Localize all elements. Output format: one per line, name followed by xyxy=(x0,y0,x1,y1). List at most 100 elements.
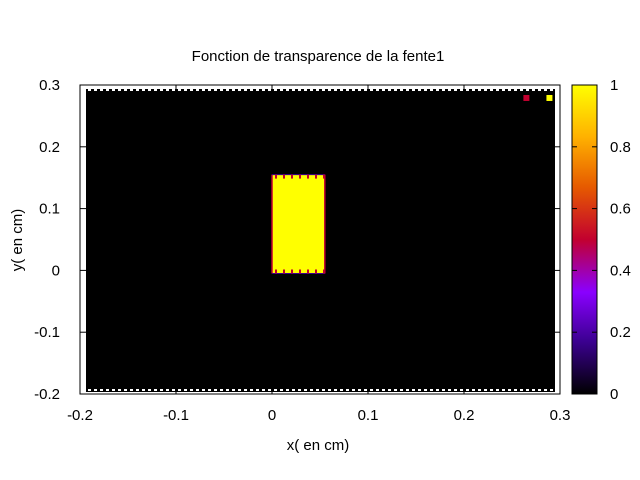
edge-speckle xyxy=(274,89,277,91)
slit-edge-speckle xyxy=(307,269,309,274)
edge-speckle xyxy=(550,89,553,91)
y-axis: -0.2 -0.1 0 0.1 0.2 0.3 xyxy=(34,77,560,403)
edge-speckle xyxy=(124,89,127,91)
edge-speckle xyxy=(454,89,457,91)
y-tick-label: -0.1 xyxy=(34,324,60,341)
edge-speckle xyxy=(112,389,115,391)
edge-speckle xyxy=(142,89,145,91)
edge-speckle xyxy=(298,89,301,91)
edge-speckle xyxy=(310,89,313,91)
edge-speckle xyxy=(154,389,157,391)
slit-edge-speckle xyxy=(323,174,325,179)
edge-speckle xyxy=(220,89,223,91)
edge-speckle xyxy=(358,89,361,91)
edge-speckle xyxy=(376,389,379,391)
edge-speckle xyxy=(286,389,289,391)
edge-speckle xyxy=(382,89,385,91)
edge-speckle xyxy=(118,89,121,91)
edge-speckle xyxy=(148,89,151,91)
edge-speckle xyxy=(214,89,217,91)
edge-speckle xyxy=(304,89,307,91)
edge-speckle xyxy=(118,389,121,391)
edge-speckle xyxy=(370,89,373,91)
edge-speckle xyxy=(268,89,271,91)
edge-speckle xyxy=(280,89,283,91)
edge-speckle xyxy=(424,389,427,391)
edge-speckle xyxy=(466,89,469,91)
edge-speckle xyxy=(298,389,301,391)
edge-speckle xyxy=(208,89,211,91)
edge-speckle xyxy=(460,89,463,91)
edge-speckle xyxy=(322,389,325,391)
edge-speckle xyxy=(310,389,313,391)
edge-speckle xyxy=(340,389,343,391)
edge-speckle xyxy=(406,389,409,391)
colorbar-tick-label: 0.6 xyxy=(610,201,631,218)
edge-speckle xyxy=(490,389,493,391)
edge-speckle xyxy=(304,389,307,391)
edge-speckle xyxy=(226,389,229,391)
edge-speckle xyxy=(514,389,517,391)
edge-speckle xyxy=(412,89,415,91)
edge-speckle xyxy=(268,389,271,391)
edge-speckle xyxy=(100,389,103,391)
edge-speckle xyxy=(502,89,505,91)
x-axis: -0.2 -0.1 0 0.1 0.2 0.3 xyxy=(67,85,570,424)
edge-speckle xyxy=(106,389,109,391)
colorbar-tick-label: 0.4 xyxy=(610,262,631,279)
edge-speckle xyxy=(160,89,163,91)
edge-speckle xyxy=(292,389,295,391)
slit-edge-speckle xyxy=(307,174,309,179)
edge-speckle xyxy=(262,89,265,91)
x-axis-label: x( en cm) xyxy=(287,437,350,454)
x-tick-label: 0.1 xyxy=(358,407,379,424)
x-tick-label: -0.2 xyxy=(67,407,93,424)
edge-speckle xyxy=(256,389,259,391)
slit-edge-speckle xyxy=(291,269,293,274)
edge-speckle xyxy=(424,89,427,91)
colorbar-tick-label: 1 xyxy=(610,77,618,94)
colorbar-tick-label: 0 xyxy=(610,386,618,403)
edge-speckle xyxy=(88,389,91,391)
edge-speckle xyxy=(382,389,385,391)
colorbar-tick-label: 0.2 xyxy=(610,324,631,341)
edge-speckle xyxy=(94,389,97,391)
edge-speckle xyxy=(286,89,289,91)
edge-speckle xyxy=(100,89,103,91)
edge-speckle xyxy=(508,89,511,91)
edge-speckle xyxy=(364,389,367,391)
corner-marker xyxy=(523,94,530,101)
edge-speckle xyxy=(334,389,337,391)
edge-speckle xyxy=(496,389,499,391)
edge-speckle xyxy=(478,389,481,391)
edge-speckle xyxy=(352,389,355,391)
edge-speckle xyxy=(328,89,331,91)
edge-speckle xyxy=(148,389,151,391)
edge-speckle xyxy=(526,389,529,391)
edge-speckle xyxy=(514,89,517,91)
slit-edge-speckle xyxy=(283,269,285,274)
edge-speckle xyxy=(502,389,505,391)
edge-speckle xyxy=(538,389,541,391)
edge-speckle xyxy=(418,89,421,91)
edge-speckle xyxy=(472,389,475,391)
edge-speckle xyxy=(316,389,319,391)
edge-speckle xyxy=(430,389,433,391)
edge-speckle xyxy=(136,389,139,391)
edge-speckle xyxy=(466,389,469,391)
edge-speckle xyxy=(322,89,325,91)
edge-speckle xyxy=(406,89,409,91)
edge-speckle xyxy=(508,389,511,391)
edge-speckle xyxy=(418,389,421,391)
edge-speckle xyxy=(184,389,187,391)
edge-speckle xyxy=(340,89,343,91)
edge-speckle xyxy=(544,389,547,391)
edge-speckle xyxy=(160,389,163,391)
edge-speckle xyxy=(214,389,217,391)
edge-speckle xyxy=(394,89,397,91)
edge-speckle xyxy=(334,89,337,91)
y-axis-label: y( en cm) xyxy=(9,209,26,272)
edge-speckle xyxy=(196,389,199,391)
edge-speckle xyxy=(190,389,193,391)
edge-speckle xyxy=(136,89,139,91)
